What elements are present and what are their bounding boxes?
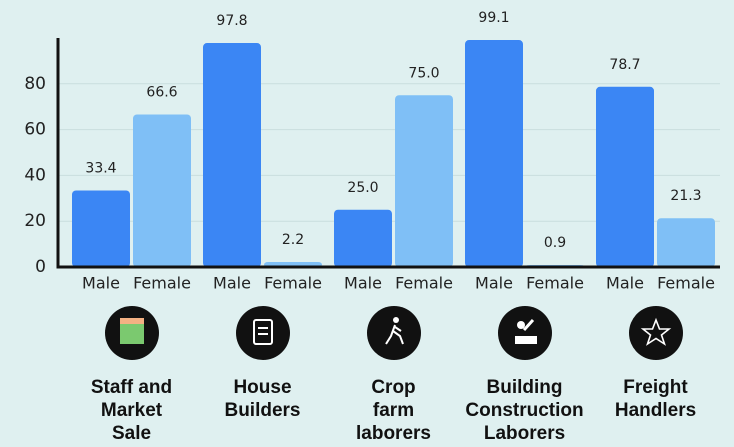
y-tick-label: 40	[24, 165, 46, 185]
x-tick-label: Female	[395, 274, 453, 293]
value-label: 0.9	[544, 235, 566, 251]
x-tick-label: Female	[526, 274, 584, 293]
value-label: 2.2	[282, 232, 304, 248]
x-tick-label: Male	[213, 274, 251, 293]
value-label: 21.3	[670, 188, 701, 204]
value-label: 25.0	[347, 180, 378, 196]
category-label: Building Construction Laborers	[465, 377, 584, 444]
value-label: 97.8	[216, 13, 247, 29]
category-label: Staff and Market Sale	[90, 377, 173, 444]
x-tick-label: Male	[344, 274, 382, 293]
value-label: 78.7	[609, 57, 640, 73]
value-label: 99.1	[478, 10, 509, 26]
bar	[596, 86, 654, 267]
y-tick-label: 0	[35, 257, 46, 277]
x-tick-label: Female	[264, 274, 322, 293]
x-tick-label: Male	[475, 274, 513, 293]
x-tick-label: Female	[133, 274, 191, 293]
y-tick-label: 60	[24, 120, 46, 140]
value-label: 75.0	[408, 65, 439, 81]
value-label: 66.6	[146, 84, 177, 100]
x-tick-label: Male	[606, 274, 644, 293]
bar	[133, 114, 191, 268]
y-tick-label: 20	[24, 211, 46, 231]
icons	[105, 306, 683, 360]
bar	[72, 190, 130, 267]
category-label: House Builders	[224, 377, 301, 421]
value-label: 33.4	[85, 161, 116, 177]
bar	[203, 43, 261, 268]
category-label: Crop farm laborers	[356, 377, 431, 444]
bar	[657, 218, 715, 267]
bar	[395, 95, 453, 267]
x-tick-label: Male	[82, 274, 120, 293]
bar	[334, 209, 392, 267]
x-tick-label: Female	[657, 274, 715, 293]
y-tick-label: 80	[24, 74, 46, 94]
category-label: Freight Handlers	[614, 377, 697, 421]
bar	[465, 40, 523, 267]
